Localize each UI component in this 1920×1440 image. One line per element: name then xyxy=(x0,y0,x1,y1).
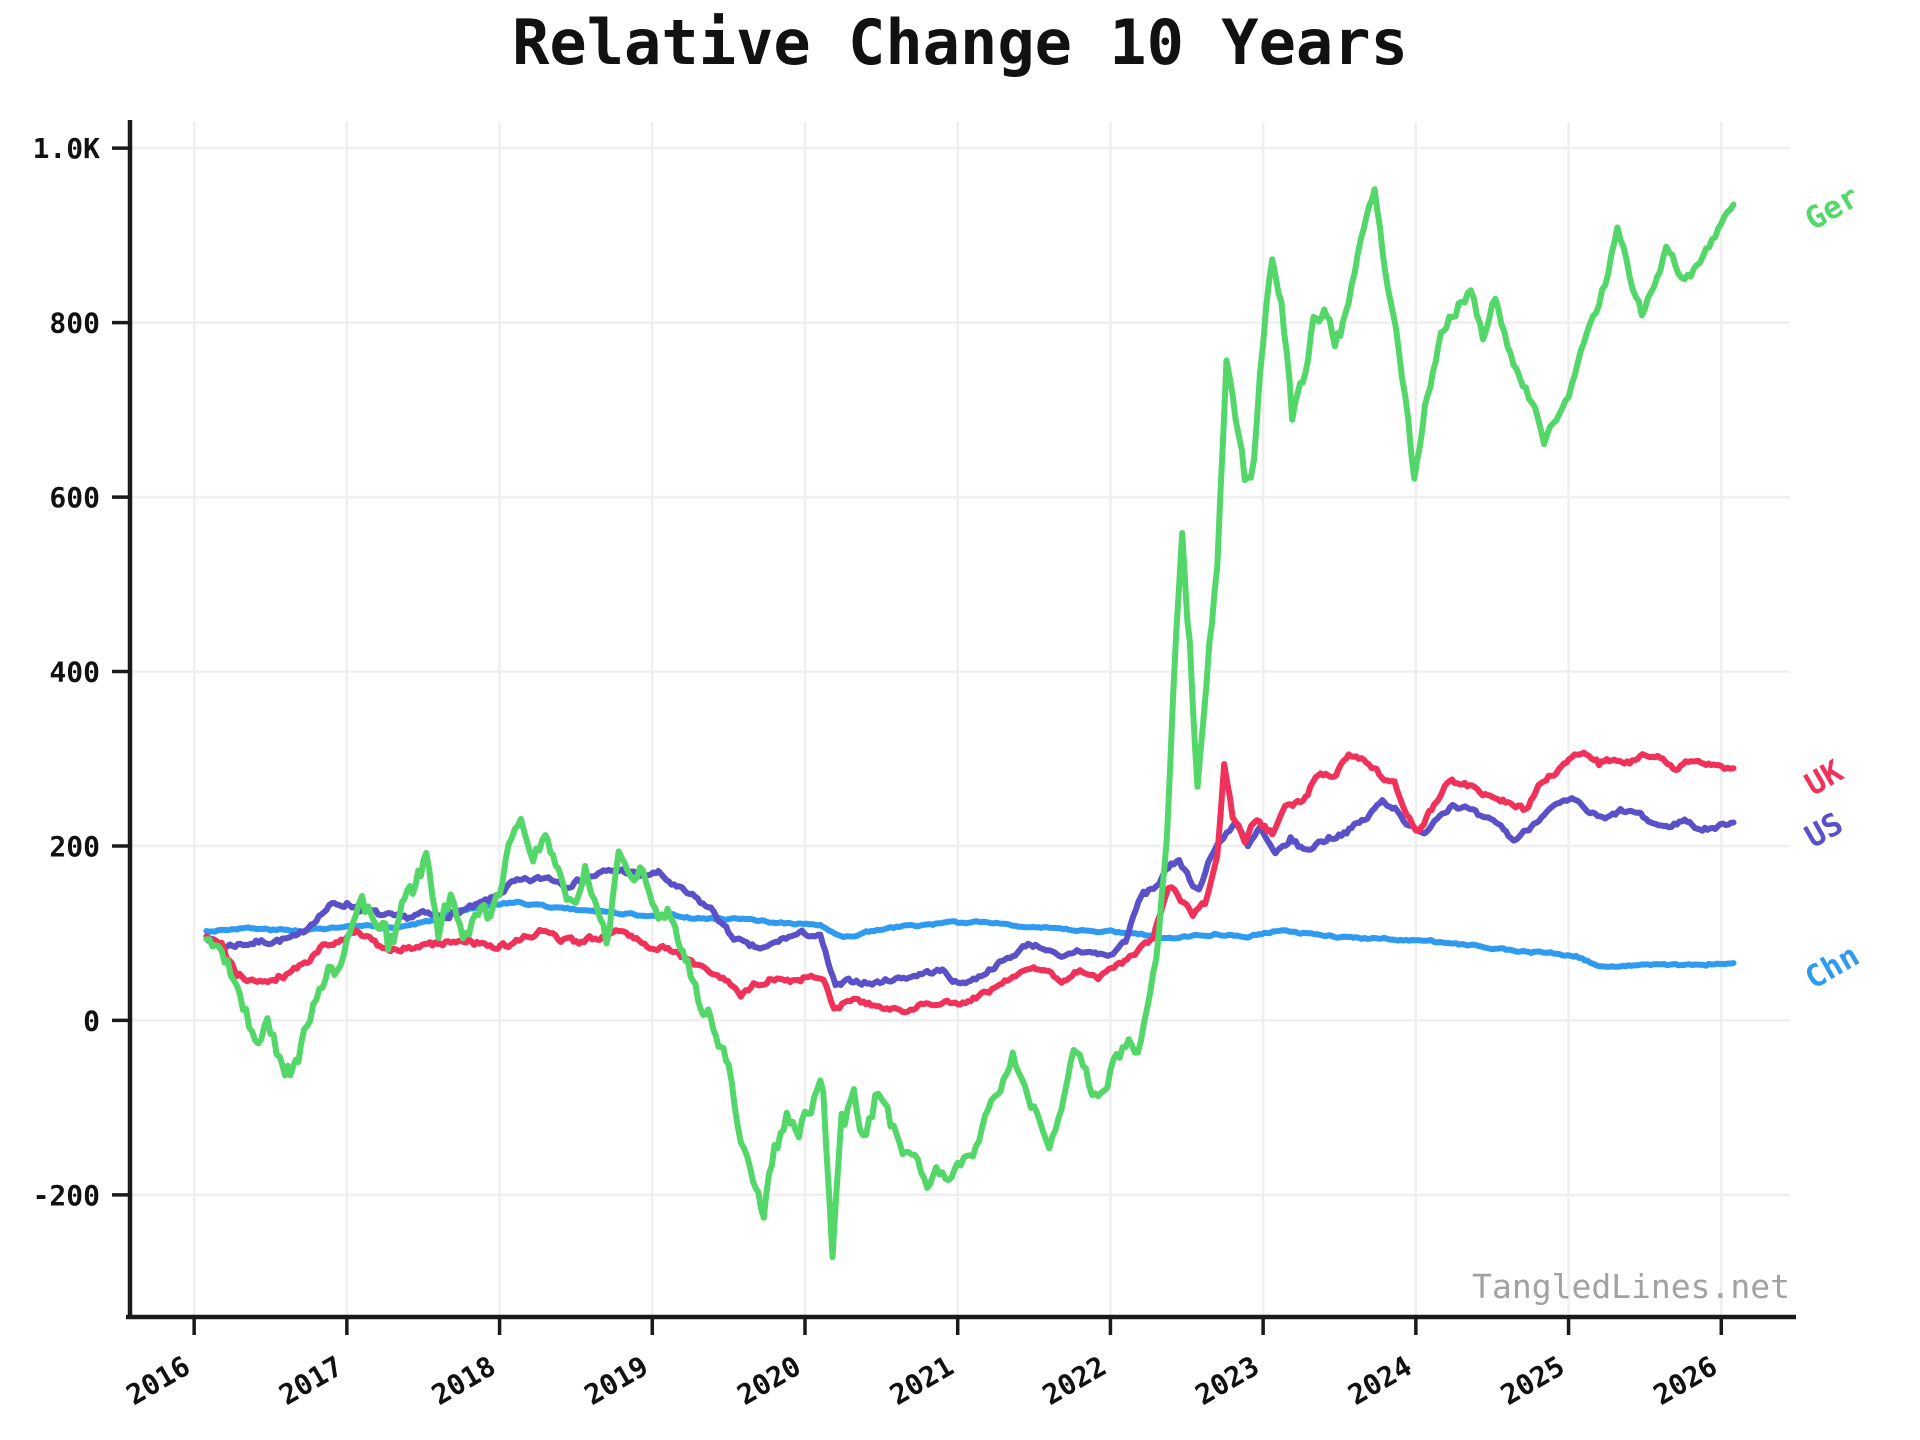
y-tick-label: 600 xyxy=(49,481,100,514)
series-line-UK xyxy=(203,749,1737,1016)
x-tick-label: 2017 xyxy=(273,1349,348,1411)
series-label-Chn: Chn xyxy=(1799,938,1865,997)
x-tick-label: 2025 xyxy=(1495,1349,1570,1411)
x-tick-label: 2018 xyxy=(426,1349,501,1411)
series-label-US: US xyxy=(1799,806,1849,856)
x-tick-label: 2023 xyxy=(1190,1349,1265,1411)
x-tick-label: 2020 xyxy=(732,1349,807,1411)
x-tick-label: 2021 xyxy=(884,1349,959,1411)
x-tick-label: 2022 xyxy=(1037,1349,1112,1411)
y-tick-label: 400 xyxy=(49,656,100,689)
series-lines xyxy=(203,186,1737,1261)
chart-title: Relative Change 10 Years xyxy=(512,6,1408,79)
y-tick-label: 200 xyxy=(49,830,100,863)
x-tick-label: 2016 xyxy=(121,1349,196,1411)
watermark: TangledLines.net xyxy=(1472,1267,1790,1306)
series-line-Ger xyxy=(203,186,1737,1261)
y-tick-label: 1.0K xyxy=(33,132,101,165)
x-tick-label: 2019 xyxy=(579,1349,654,1411)
series-label-UK: UK xyxy=(1799,753,1850,803)
axis-tick-labels: 2016 2017 2018 2019 2020 2021 2022 2023 2024 2025… xyxy=(33,132,1723,1412)
axes xyxy=(112,120,1796,1335)
y-tick-label: 800 xyxy=(49,307,100,340)
gridlines xyxy=(130,122,1790,1317)
y-tick-label: -200 xyxy=(33,1179,100,1212)
y-tick-label: 0 xyxy=(83,1004,100,1037)
series-label-Ger: Ger xyxy=(1799,179,1865,238)
series-line-US xyxy=(203,795,1737,989)
x-tick-label: 2024 xyxy=(1342,1349,1417,1411)
x-tick-label: 2026 xyxy=(1648,1349,1723,1411)
